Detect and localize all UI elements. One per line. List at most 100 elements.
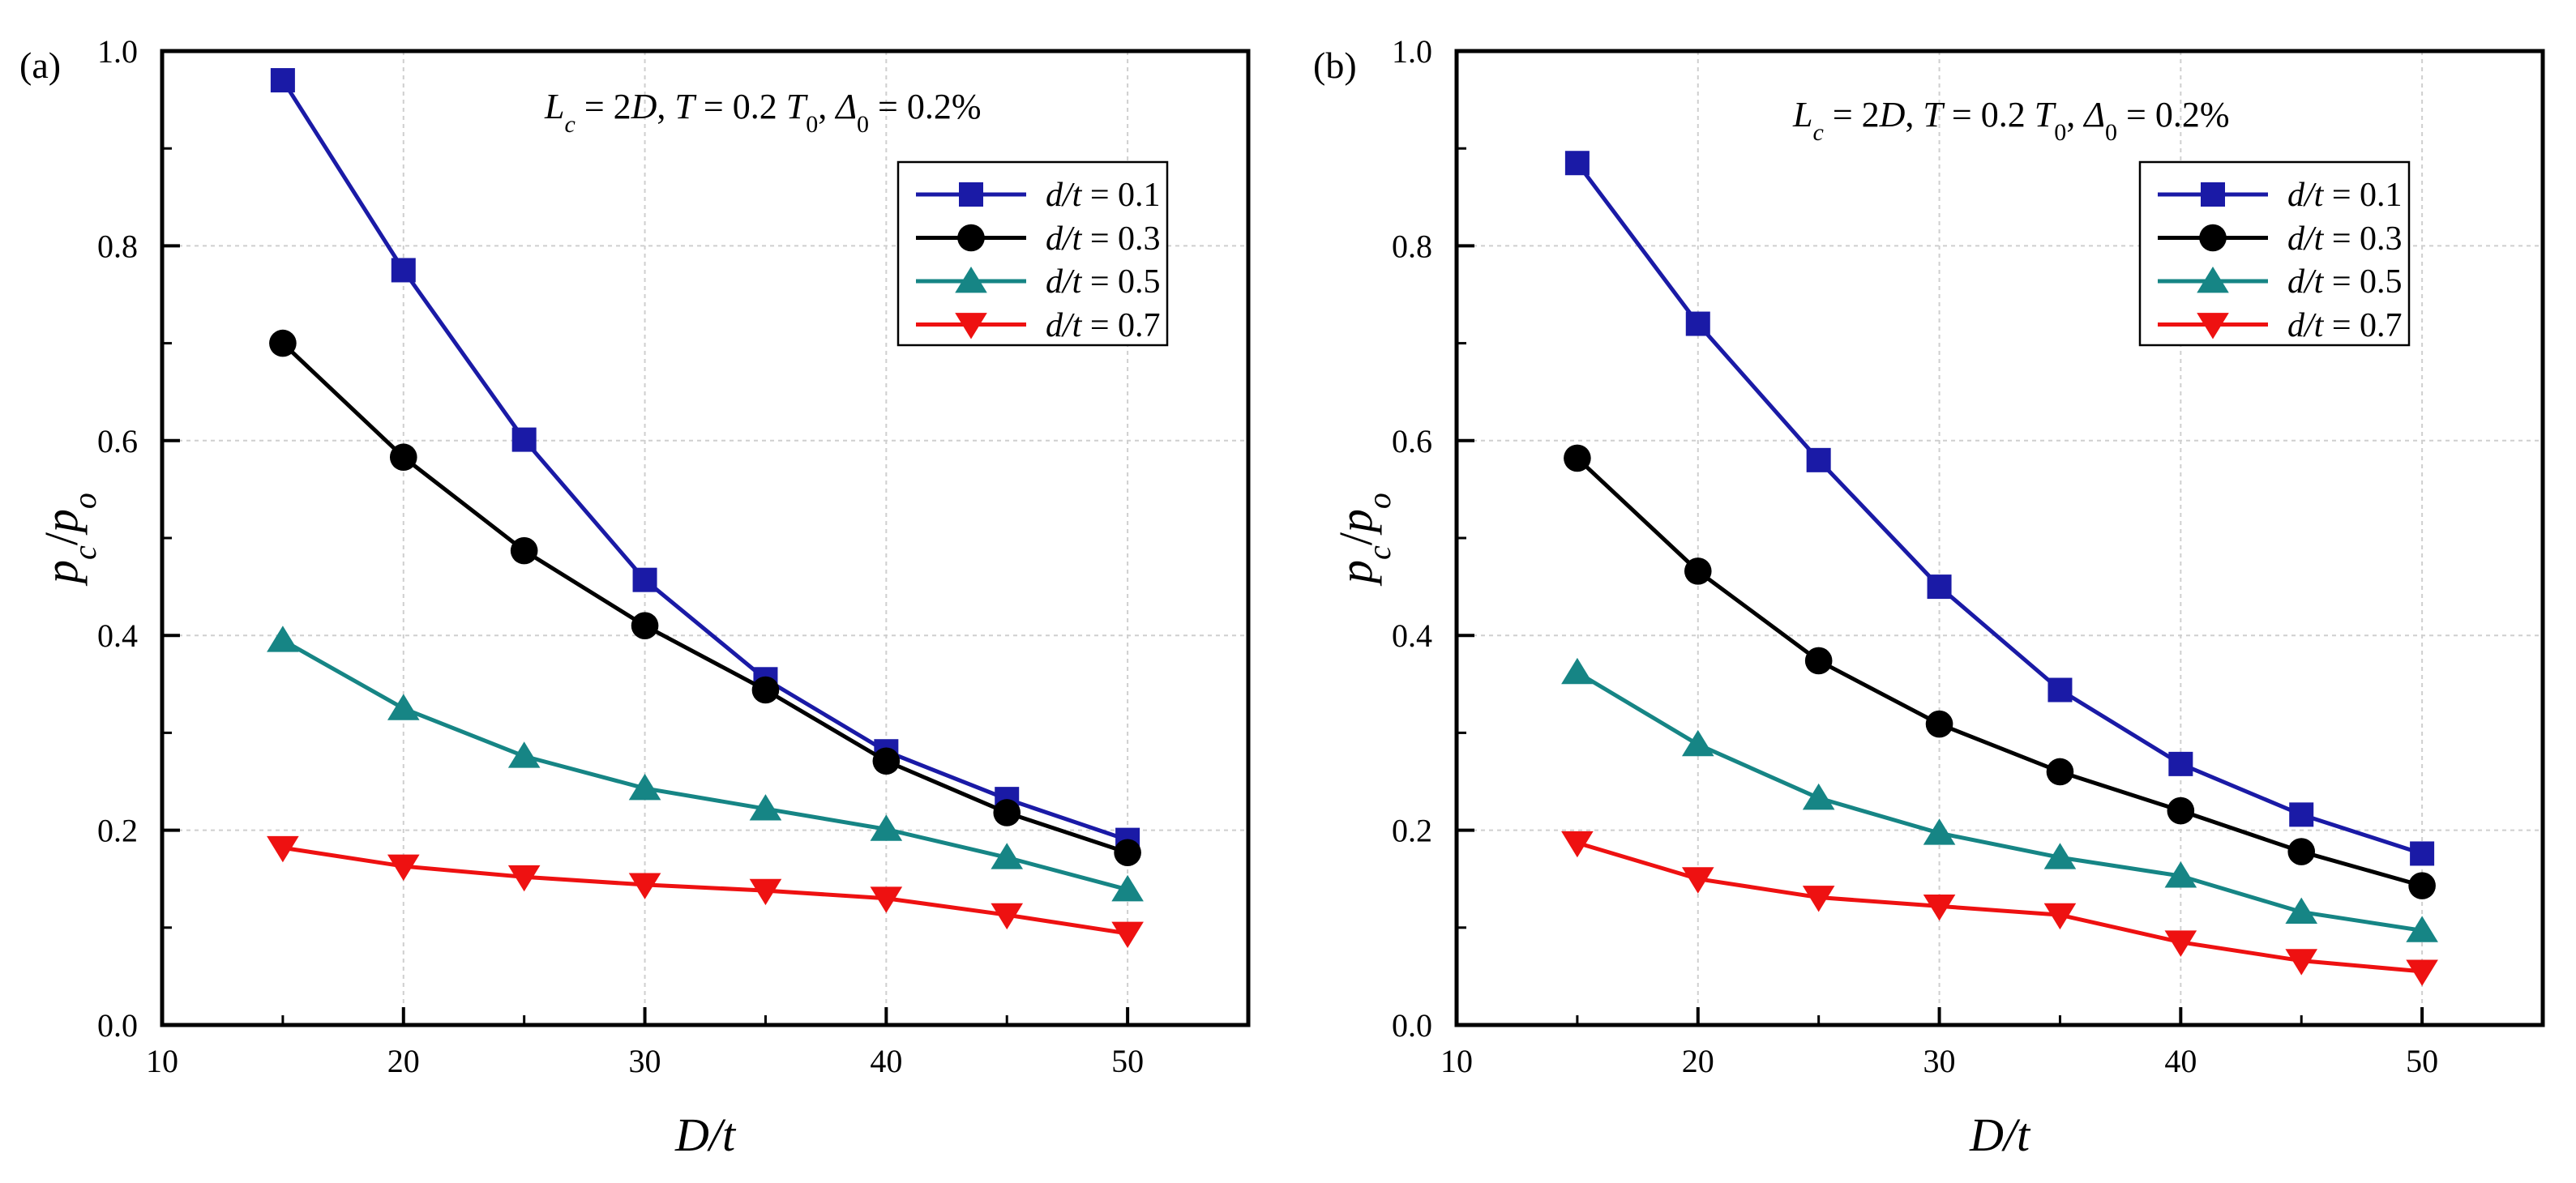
x-tick-label-b-0: 10: [1440, 1043, 1473, 1079]
data-point-b-1-5: [2167, 796, 2195, 825]
data-point-b-3-0: [1561, 831, 1594, 858]
y-tick-label-a-5: 1.0: [97, 33, 138, 70]
data-point-b-3-1: [1681, 867, 1714, 894]
data-point-a-1-6: [993, 799, 1021, 826]
data-point-b-0-3: [1927, 574, 1952, 600]
legend-marker-a-2: [955, 267, 987, 293]
series-b-3: [1561, 831, 2438, 986]
x-tick-label-a-2: 30: [629, 1043, 661, 1079]
data-point-a-2-3: [628, 773, 661, 801]
data-point-a-1-0: [269, 329, 297, 357]
data-point-b-0-6: [2289, 802, 2314, 827]
legend-swatches-b: [2158, 182, 2268, 340]
y-tick-label-a-3: 0.6: [97, 423, 138, 459]
data-point-b-2-6: [2285, 897, 2318, 924]
series-line-a-1: [281, 341, 1128, 855]
data-point-b-2-7: [2406, 916, 2438, 942]
y-axis-title-b: pc/po: [1329, 493, 1397, 587]
annotation-a: Lc = 2D, T = 0.2 T0, Δ0 = 0.2%: [544, 87, 982, 138]
data-point-b-2-4: [2043, 843, 2077, 869]
y-tick-label-a-2: 0.4: [97, 617, 138, 654]
x-tick-label-a-3: 40: [870, 1043, 902, 1079]
data-point-a-1-5: [872, 747, 901, 775]
data-point-a-0-1: [391, 258, 416, 283]
y-tick-label-b-2: 0.4: [1392, 617, 1432, 654]
data-point-b-2-0: [1561, 657, 1594, 685]
x-tick-label-b-1: 20: [1682, 1043, 1714, 1079]
ticks-b: 10 20 30 40 50 0.0 0.2 0.4 0.6 0.8 1.0: [1392, 33, 2438, 1079]
data-point-a-3-5: [870, 886, 903, 913]
data-point-a-1-3: [631, 612, 659, 639]
data-point-b-3-2: [1802, 886, 1835, 912]
series-line-a-3: [282, 845, 1128, 936]
panel-label-b: (b): [1313, 45, 1357, 86]
data-point-a-2-0: [267, 626, 299, 652]
data-point-b-3-5: [2164, 930, 2197, 957]
x-tick-label-b-2: 30: [1923, 1043, 1956, 1079]
x-tick-label-b-3: 40: [2164, 1043, 2197, 1079]
x-axis-title-a: D/t: [674, 1108, 737, 1161]
data-point-b-0-2: [1806, 447, 1831, 472]
y-tick-label-a-0: 0.0: [97, 1007, 138, 1044]
x-tick-label-a-4: 50: [1111, 1043, 1144, 1079]
legend-marker-b-2: [2197, 267, 2229, 293]
data-point-b-3-6: [2285, 949, 2318, 976]
y-tick-label-a-4: 0.8: [97, 228, 138, 264]
data-point-a-0-0: [270, 68, 295, 93]
data-point-b-1-0: [1564, 444, 1591, 472]
series-a-2: [267, 626, 1144, 902]
series-line-b-2: [1576, 670, 2423, 933]
series-layer-a: [267, 68, 1144, 949]
data-point-b-1-2: [1804, 647, 1833, 675]
x-tick-label-a-1: 20: [387, 1043, 420, 1079]
legend-label-a-3: d/t = 0.7: [1046, 307, 1161, 344]
data-point-a-1-4: [751, 676, 780, 704]
chart-panel-b: (b) 10 20 30 40 50 0.0 0.2 0.4 0.6 0.8 1.0 Lc = 2D…: [1313, 33, 2545, 1161]
annotation-b: Lc = 2D, T = 0.2 T0, Δ0 = 0.2%: [1792, 95, 2230, 146]
data-point-a-2-5: [870, 814, 903, 841]
data-point-b-2-3: [1923, 818, 1956, 845]
data-point-a-1-2: [510, 536, 538, 565]
data-point-a-3-3: [628, 873, 661, 899]
data-point-a-2-6: [991, 843, 1024, 869]
data-point-a-3-4: [749, 878, 782, 906]
ticks-a: 10 20 30 40 50 0.0 0.2 0.4 0.6 0.8 1.0: [97, 33, 1144, 1079]
y-tick-label-b-1: 0.2: [1392, 813, 1432, 849]
x-tick-label-a-0: 10: [146, 1043, 178, 1079]
y-tick-label-b-3: 0.6: [1392, 423, 1432, 459]
series-line-b-1: [1576, 456, 2423, 888]
data-point-a-0-2: [511, 427, 537, 452]
x-tick-label-b-4: 50: [2406, 1043, 2438, 1079]
series-b-0: [1564, 151, 2435, 866]
data-point-b-1-4: [2046, 758, 2074, 786]
data-point-b-3-4: [2043, 903, 2077, 930]
data-point-a-3-2: [507, 865, 541, 892]
data-point-a-3-0: [267, 835, 299, 863]
y-tick-label-b-0: 0.0: [1392, 1007, 1432, 1044]
series-a-3: [267, 835, 1144, 949]
series-b-2: [1561, 657, 2438, 942]
legend-label-a-1: d/t = 0.3: [1046, 220, 1161, 258]
data-point-b-0-4: [2048, 677, 2073, 703]
data-point-a-0-3: [632, 567, 657, 592]
data-point-a-1-7: [1114, 839, 1141, 867]
legend-a: d/t = 0.1 d/t = 0.3 d/t = 0.5 d/t = 0.7: [896, 160, 1169, 347]
data-point-b-1-3: [1925, 710, 1953, 738]
data-point-b-0-1: [1685, 311, 1710, 336]
chart-panel-a: (a) 10 20 30 40 50 0.0 0.2 0.4 0.6 0.8 1.0 Lc = 2D…: [19, 33, 1251, 1161]
legend-label-a-2: d/t = 0.5: [1046, 263, 1161, 301]
data-point-a-3-6: [991, 903, 1024, 930]
legend-marker-b-1: [2199, 224, 2227, 252]
legend-marker-a-0: [959, 182, 983, 207]
panel-label-a: (a): [19, 45, 61, 86]
data-point-b-0-5: [2168, 751, 2193, 776]
y-axis-title-a: pc/po: [35, 493, 103, 587]
data-point-a-3-7: [1111, 921, 1144, 949]
data-point-a-2-1: [387, 694, 420, 720]
legend-label-a-0: d/t = 0.1: [1046, 177, 1161, 214]
series-layer-b: [1561, 151, 2438, 986]
data-point-b-3-3: [1923, 894, 1956, 921]
legend-marker-b-0: [2201, 182, 2225, 207]
data-point-b-2-5: [2164, 861, 2197, 888]
y-tick-label-b-4: 0.8: [1392, 228, 1432, 264]
